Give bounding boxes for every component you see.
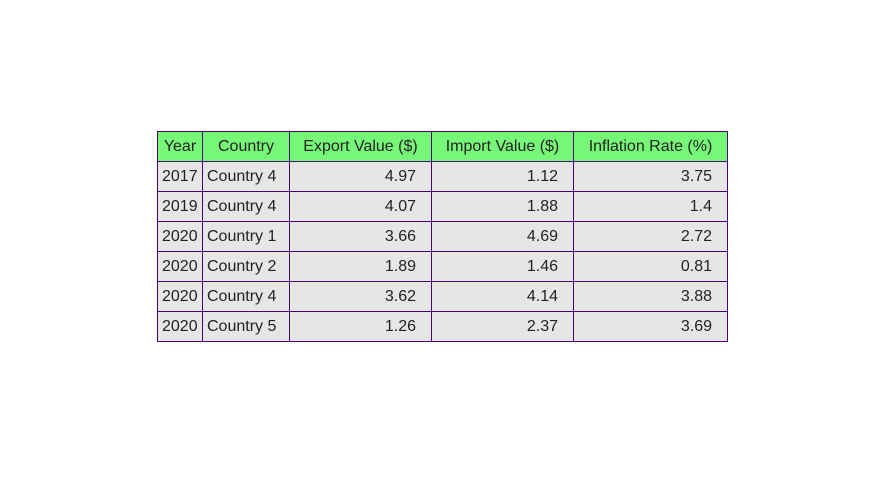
header-export-value: Export Value ($) <box>289 131 432 162</box>
cell-country: Country 4 <box>202 281 290 312</box>
cell-country: Country 1 <box>202 221 290 252</box>
cell-export-value: 1.89 <box>289 251 432 282</box>
table-row: 2017 Country 4 4.97 1.12 3.75 <box>157 161 728 192</box>
cell-import-value: 4.69 <box>431 221 574 252</box>
cell-inflation-rate: 2.72 <box>573 221 728 252</box>
table-row: 2020 Country 4 3.62 4.14 3.88 <box>157 281 728 312</box>
cell-inflation-rate: 0.81 <box>573 251 728 282</box>
cell-year: 2020 <box>157 251 203 282</box>
cell-year: 2019 <box>157 191 203 222</box>
cell-year: 2020 <box>157 311 203 342</box>
cell-inflation-rate: 3.75 <box>573 161 728 192</box>
cell-inflation-rate: 3.69 <box>573 311 728 342</box>
cell-export-value: 1.26 <box>289 311 432 342</box>
cell-year: 2017 <box>157 161 203 192</box>
cell-import-value: 2.37 <box>431 311 574 342</box>
cell-export-value: 4.07 <box>289 191 432 222</box>
cell-import-value: 1.12 <box>431 161 574 192</box>
table-row: 2019 Country 4 4.07 1.88 1.4 <box>157 191 728 222</box>
cell-import-value: 1.88 <box>431 191 574 222</box>
table-row: 2020 Country 1 3.66 4.69 2.72 <box>157 221 728 252</box>
cell-country: Country 4 <box>202 191 290 222</box>
table-header-row: Year Country Export Value ($) Import Val… <box>157 131 728 162</box>
header-inflation-rate: Inflation Rate (%) <box>573 131 728 162</box>
cell-year: 2020 <box>157 281 203 312</box>
data-table: Year Country Export Value ($) Import Val… <box>157 131 728 342</box>
table-row: 2020 Country 2 1.89 1.46 0.81 <box>157 251 728 282</box>
cell-import-value: 1.46 <box>431 251 574 282</box>
cell-country: Country 2 <box>202 251 290 282</box>
header-import-value: Import Value ($) <box>431 131 574 162</box>
cell-inflation-rate: 1.4 <box>573 191 728 222</box>
cell-country: Country 5 <box>202 311 290 342</box>
cell-export-value: 4.97 <box>289 161 432 192</box>
cell-country: Country 4 <box>202 161 290 192</box>
cell-export-value: 3.62 <box>289 281 432 312</box>
table-row: 2020 Country 5 1.26 2.37 3.69 <box>157 311 728 342</box>
header-year: Year <box>157 131 203 162</box>
cell-year: 2020 <box>157 221 203 252</box>
header-country: Country <box>202 131 290 162</box>
cell-export-value: 3.66 <box>289 221 432 252</box>
cell-inflation-rate: 3.88 <box>573 281 728 312</box>
cell-import-value: 4.14 <box>431 281 574 312</box>
